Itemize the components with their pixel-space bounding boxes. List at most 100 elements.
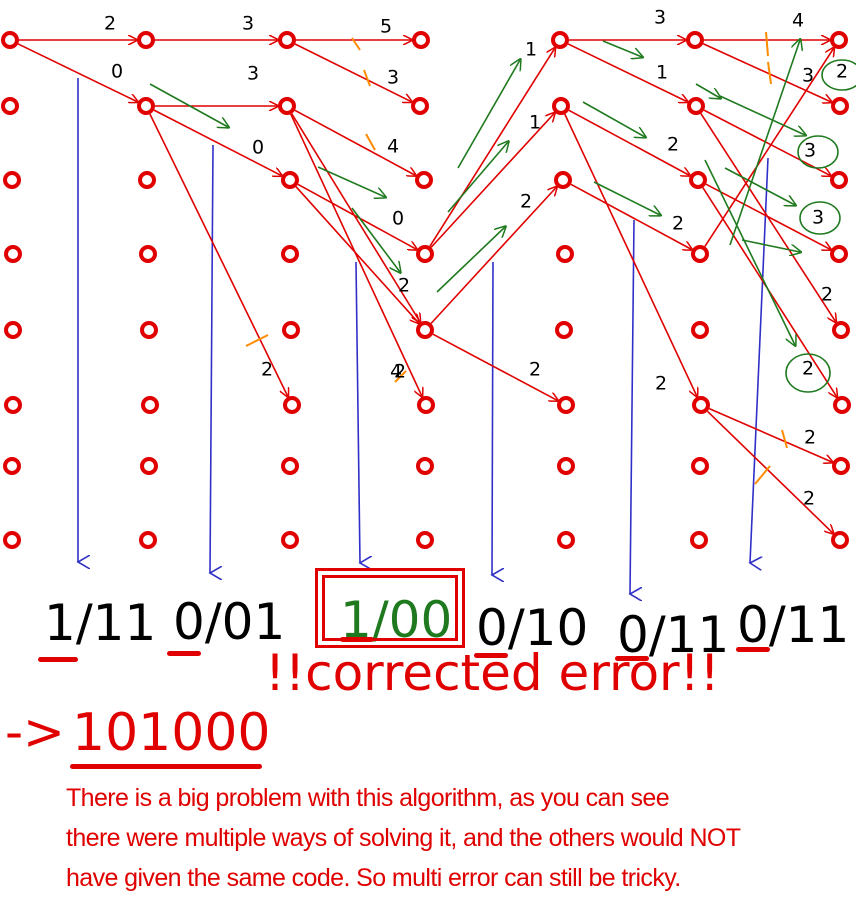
transition-edge xyxy=(706,410,832,533)
edge-label: 3 xyxy=(654,7,666,29)
note-line: There is a big problem with this algorit… xyxy=(66,784,670,812)
state-node xyxy=(282,321,300,339)
state-node xyxy=(138,171,156,189)
survivor-arrow xyxy=(741,239,800,252)
decoded-state: /10 xyxy=(507,599,589,657)
state-node xyxy=(557,531,575,549)
metric-circle xyxy=(821,59,856,91)
survivor-arrow xyxy=(457,60,520,169)
state-node xyxy=(139,531,157,549)
edge-label: 2 xyxy=(836,61,848,83)
state-node xyxy=(832,321,850,339)
state-node xyxy=(3,171,21,189)
state-node xyxy=(278,97,296,115)
survivor-arrow xyxy=(351,207,400,272)
state-node xyxy=(557,457,575,475)
transition-edge xyxy=(704,48,834,247)
edge-label: 0 xyxy=(111,61,123,83)
decoded-step-5: 0/11 xyxy=(617,610,729,660)
metric-circle xyxy=(797,135,839,169)
state-node xyxy=(833,396,851,414)
state-node xyxy=(139,245,157,263)
survivor-arrow xyxy=(724,167,795,205)
edge-label: 3 xyxy=(247,63,259,85)
edge-label: 3 xyxy=(387,67,399,89)
transition-edge xyxy=(430,113,554,248)
bit-underline xyxy=(736,647,770,652)
edge-label: 1 xyxy=(529,112,541,134)
survivor-arrow xyxy=(695,83,720,98)
edge-label: 2 xyxy=(803,488,815,510)
transition-edge xyxy=(570,183,691,249)
bit-underline xyxy=(474,653,508,658)
edge-label: 4 xyxy=(387,136,399,158)
state-node xyxy=(278,31,296,49)
edge-label: 2 xyxy=(655,373,667,395)
survivor-arrows xyxy=(149,40,805,345)
state-node xyxy=(416,457,434,475)
transition-edge xyxy=(703,109,830,175)
note-line: there were multiple ways of solving it, … xyxy=(66,824,741,852)
metric-circle xyxy=(785,353,831,393)
decoded-bit: 0 xyxy=(617,606,649,664)
state-node xyxy=(3,531,21,549)
state-node xyxy=(691,321,709,339)
result-arrow: -> xyxy=(5,703,65,761)
survivor-arrow xyxy=(149,83,228,127)
state-node xyxy=(281,531,299,549)
state-node xyxy=(283,396,301,414)
state-node xyxy=(686,31,704,49)
transition-edge xyxy=(708,407,832,462)
transition-edge xyxy=(290,113,422,396)
corrected-error-label: !!corrected error!! xyxy=(265,644,720,702)
cut-mark xyxy=(767,61,772,85)
state-node xyxy=(4,396,22,414)
state-node xyxy=(691,245,709,263)
edge-label: 2 xyxy=(398,275,410,297)
edge-label: 2 xyxy=(667,134,679,156)
state-node xyxy=(281,171,299,189)
state-node xyxy=(3,457,21,475)
state-node xyxy=(552,97,570,115)
transition-edge xyxy=(568,109,689,175)
state-node xyxy=(691,457,709,475)
bit-underline xyxy=(167,651,201,656)
decoded-state: /11 xyxy=(75,594,157,652)
survivor-arrow xyxy=(602,40,642,57)
survivor-arrow xyxy=(719,95,805,135)
cut-mark xyxy=(394,370,407,383)
state-node xyxy=(137,31,155,49)
state-node xyxy=(832,457,850,475)
transition-edge xyxy=(430,187,556,324)
state-node xyxy=(556,245,574,263)
edge-label: 2 xyxy=(821,284,833,306)
state-node xyxy=(687,97,705,115)
decoded-step-1: 1/11 xyxy=(44,598,156,648)
state-node xyxy=(692,396,710,414)
transition-edge xyxy=(17,43,137,102)
cut-mark xyxy=(351,37,361,51)
transition-edge xyxy=(295,186,418,323)
decoded-bit: 1 xyxy=(44,594,76,652)
edge-label: 2 xyxy=(261,359,273,381)
transition-edge xyxy=(149,113,288,396)
state-node xyxy=(416,245,434,263)
metric-circles xyxy=(785,59,856,393)
note-line: have given the same code. So multi error… xyxy=(66,864,681,892)
decoded-state: /11 xyxy=(648,606,730,664)
state-node xyxy=(4,321,22,339)
transition-edge xyxy=(702,43,831,102)
cut-mark xyxy=(245,334,269,347)
edge-label: 2 xyxy=(529,359,541,381)
edge-label: 3 xyxy=(812,207,824,229)
decoded-state: /01 xyxy=(204,593,286,651)
state-node xyxy=(830,245,848,263)
state-node xyxy=(137,97,155,115)
cut-mark xyxy=(781,429,788,449)
state-node xyxy=(1,97,19,115)
edge-label: 2 xyxy=(802,358,814,380)
edge-label: 1 xyxy=(525,39,537,61)
readout-arrow xyxy=(355,261,360,563)
